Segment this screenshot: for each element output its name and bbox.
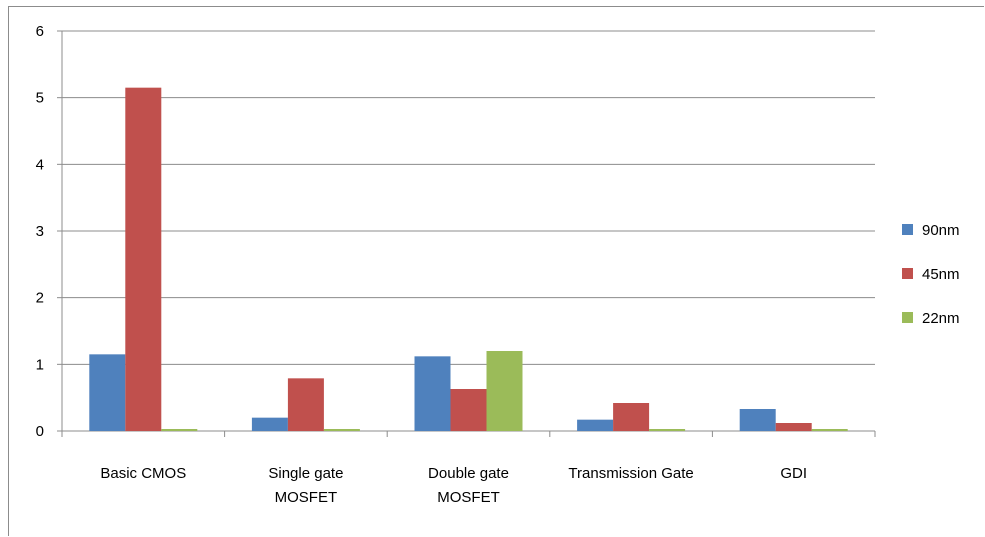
y-tick-label: 4: [36, 156, 44, 173]
legend-label-22nm: 22nm: [922, 310, 960, 327]
bar-45nm-0: [125, 87, 162, 432]
y-tick-label: 6: [36, 23, 44, 40]
bar-90nm-4: [739, 409, 776, 431]
y-tick-label: 3: [36, 223, 44, 240]
legend-label-90nm: 90nm: [922, 222, 960, 239]
x-category-label: Basic CMOS: [100, 465, 186, 482]
bar-22nm-1: [323, 429, 360, 431]
bar-22nm-0: [161, 429, 198, 431]
y-tick-label: 2: [36, 290, 44, 307]
x-category-label: GDI: [780, 465, 807, 482]
legend-swatch-90nm: [902, 224, 913, 235]
x-category-label: Single gate MOSFET: [268, 465, 343, 506]
bar-45nm-2: [450, 389, 487, 431]
x-category-label: Transmission Gate: [568, 465, 693, 482]
bar-90nm-0: [89, 354, 126, 431]
bar-22nm-4: [811, 429, 848, 431]
chart-frame: [8, 6, 984, 536]
y-tick-label: 1: [36, 356, 44, 373]
legend-swatch-45nm: [902, 268, 913, 279]
bar-90nm-3: [577, 419, 614, 431]
bar-45nm-3: [613, 403, 650, 431]
bar-90nm-1: [251, 417, 288, 431]
legend-label-45nm: 45nm: [922, 266, 960, 283]
bar-45nm-1: [287, 378, 324, 431]
y-tick-label: 5: [36, 90, 44, 107]
bar-45nm-4: [775, 423, 812, 431]
bar-22nm-2: [486, 351, 523, 431]
y-tick-label: 0: [36, 423, 44, 440]
bar-90nm-2: [414, 356, 451, 431]
bar-22nm-3: [649, 429, 686, 431]
x-category-label: Double gate MOSFET: [428, 465, 509, 506]
legend-swatch-22nm: [902, 312, 913, 323]
